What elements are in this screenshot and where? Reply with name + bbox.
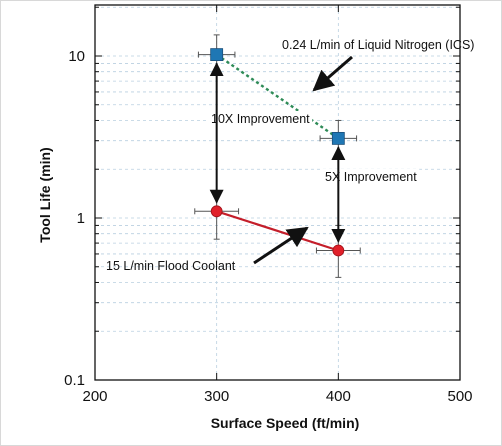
y-axis-label: Tool Life (min) xyxy=(37,147,53,242)
plot-area xyxy=(94,4,461,381)
data-point xyxy=(332,244,345,257)
annotation-flood-label: 15 L/min Flood Coolant xyxy=(106,259,236,273)
x-axis-label: Surface Speed (ft/min) xyxy=(211,415,360,431)
grid xyxy=(95,5,460,380)
y-tick-label: 0.1 xyxy=(64,372,85,389)
annotation-10x-label: 10X Improvement xyxy=(211,112,310,126)
data-point xyxy=(210,205,223,218)
axis-ticks: 200 300 400 500 0.1 1 10 xyxy=(64,5,473,405)
y-tick-label: 1 xyxy=(77,210,85,227)
series-0 xyxy=(197,34,358,157)
flood-pointer-arrow xyxy=(253,226,309,265)
data-point xyxy=(331,131,345,145)
annotations: 0.24 L/min of Liquid Nitrogen (ICS) 10X … xyxy=(106,38,474,273)
annotation-5x-label: 5X Improvement xyxy=(325,170,417,184)
y-tick-label: 10 xyxy=(68,48,85,65)
data-point xyxy=(210,48,224,62)
series-1 xyxy=(194,191,361,278)
label-backing xyxy=(323,169,420,185)
label-backing xyxy=(209,111,313,127)
x-tick-label: 300 xyxy=(204,388,229,405)
ln2-pointer-arrow xyxy=(312,55,353,92)
x-tick-label: 200 xyxy=(82,388,107,405)
annotation-ln2-label: 0.24 L/min of Liquid Nitrogen (ICS) xyxy=(282,38,474,52)
x-tick-label: 500 xyxy=(447,388,472,405)
series-line xyxy=(215,53,340,140)
x-tick-label: 400 xyxy=(326,388,351,405)
series-line xyxy=(216,210,339,252)
